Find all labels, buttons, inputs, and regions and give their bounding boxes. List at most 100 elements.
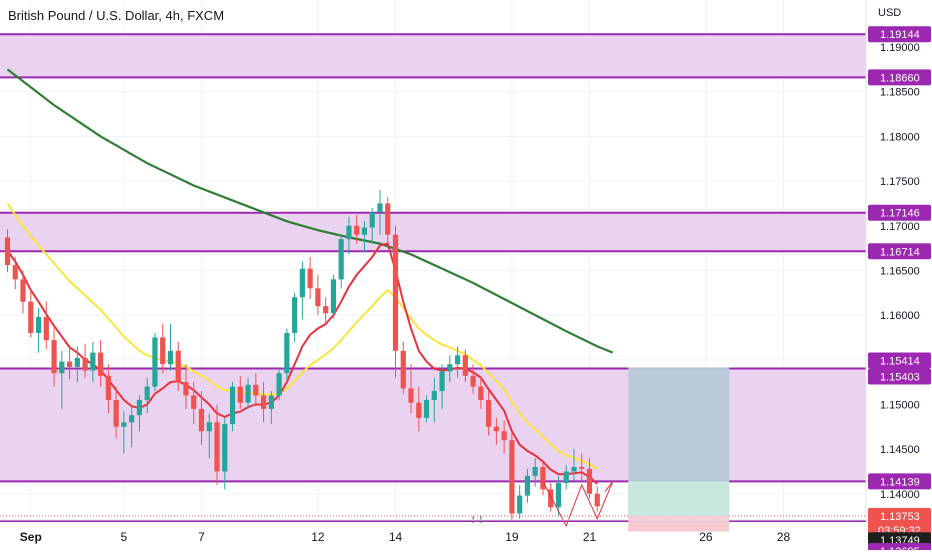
candle-body xyxy=(268,395,274,409)
candle-body xyxy=(369,212,375,228)
drawn-pattern-line xyxy=(542,481,614,528)
candles-group xyxy=(4,190,600,521)
candle-body xyxy=(144,386,150,400)
candle-body xyxy=(206,422,212,432)
y-tick-label: 1.17500 xyxy=(880,176,920,188)
candle-body xyxy=(354,225,360,235)
candle-body xyxy=(392,234,399,351)
candle-body xyxy=(121,422,127,427)
candle-body xyxy=(4,237,11,266)
price-label-text: 1.17146 xyxy=(880,208,920,220)
x-tick-label: 14 xyxy=(389,530,403,544)
candle-body xyxy=(98,352,104,376)
x-tick-label: Sep xyxy=(20,530,42,544)
candle-body xyxy=(439,371,445,392)
x-tick-label: 26 xyxy=(699,530,713,544)
candle-body xyxy=(20,279,26,302)
candle-body xyxy=(493,426,499,432)
candle-body xyxy=(160,337,166,365)
candle-body xyxy=(315,288,321,307)
candle-body xyxy=(385,203,391,235)
candle-body xyxy=(579,466,585,469)
price-label-text: 1.16714 xyxy=(880,246,920,258)
candle-body xyxy=(548,489,554,508)
candle-body xyxy=(423,399,430,418)
price-label-tag xyxy=(868,352,931,369)
candle-body xyxy=(28,301,34,333)
candle-body xyxy=(330,279,337,314)
position-loss-zone xyxy=(628,515,730,532)
candle-body xyxy=(229,386,236,425)
candle-body xyxy=(540,466,546,490)
x-tick-label: 28 xyxy=(777,530,791,544)
chart-title: British Pound / U.S. Dollar, 4h, FXCM xyxy=(8,8,225,23)
price-label-tag xyxy=(868,26,931,43)
candle-body xyxy=(501,431,507,441)
y-tick-label: 1.14000 xyxy=(880,489,920,501)
candle-body xyxy=(517,495,523,514)
candle-body xyxy=(524,475,531,496)
position-profit-zone-lower xyxy=(628,481,730,516)
price-label-text: 1.19144 xyxy=(880,29,920,41)
candle-body xyxy=(253,384,259,396)
candle-body xyxy=(416,402,422,418)
candle-body xyxy=(167,350,174,365)
y-tick-label: 1.17000 xyxy=(880,221,920,233)
candle-body xyxy=(113,399,119,427)
candle-body xyxy=(105,375,111,400)
candle-body xyxy=(35,316,42,333)
price-axis xyxy=(866,0,932,550)
price-label-tag xyxy=(868,507,931,538)
y-tick-label: 1.19000 xyxy=(880,42,920,54)
y-tick-label: 1.18000 xyxy=(880,131,920,143)
y-tick-label: 1.16500 xyxy=(880,265,920,277)
candle-body xyxy=(214,422,220,472)
candle-body xyxy=(532,466,538,476)
candle-body xyxy=(323,306,329,314)
price-label-tag xyxy=(868,368,931,385)
candle-body xyxy=(377,203,383,213)
candle-body xyxy=(307,268,313,289)
candle-body xyxy=(586,468,593,494)
candle-body xyxy=(292,297,298,333)
candle-body xyxy=(90,352,96,371)
price-label-tag xyxy=(868,473,931,490)
candle-body xyxy=(175,350,181,383)
price-label-text: 1.18660 xyxy=(880,72,920,84)
price-label-text: 1.15414 xyxy=(880,355,920,367)
price-label-text: 1.13753 xyxy=(880,511,920,523)
candle-body xyxy=(361,227,368,235)
candle-body xyxy=(509,440,515,514)
level-zone xyxy=(0,34,866,78)
candle-body xyxy=(12,265,18,280)
candle-body xyxy=(284,332,290,374)
candle-body xyxy=(74,357,80,367)
candle-body xyxy=(43,316,49,341)
level-zone xyxy=(0,368,866,482)
candle-body xyxy=(276,373,282,396)
candle-body xyxy=(191,395,197,409)
y-tick-label: 1.16000 xyxy=(880,310,920,322)
candle-body xyxy=(346,225,352,240)
candle-body xyxy=(222,424,228,472)
price-label-tag xyxy=(868,204,931,221)
candle-body xyxy=(594,493,600,507)
candle-body xyxy=(431,391,437,400)
candle-body xyxy=(245,384,251,403)
candle-body xyxy=(470,375,476,387)
currency-label: USD xyxy=(878,7,902,19)
candle-body xyxy=(59,361,65,374)
y-tick-label: 1.18500 xyxy=(880,87,920,99)
candle-body xyxy=(136,399,143,416)
candle-body xyxy=(400,350,406,389)
candle-body xyxy=(237,386,243,403)
level-zone xyxy=(0,212,866,252)
x-tick-label: 12 xyxy=(311,530,325,544)
candle-body xyxy=(486,399,492,427)
candle-body xyxy=(198,408,205,432)
candle-body xyxy=(338,239,344,280)
candle-body xyxy=(66,361,73,367)
x-tick-label: 19 xyxy=(505,530,519,544)
